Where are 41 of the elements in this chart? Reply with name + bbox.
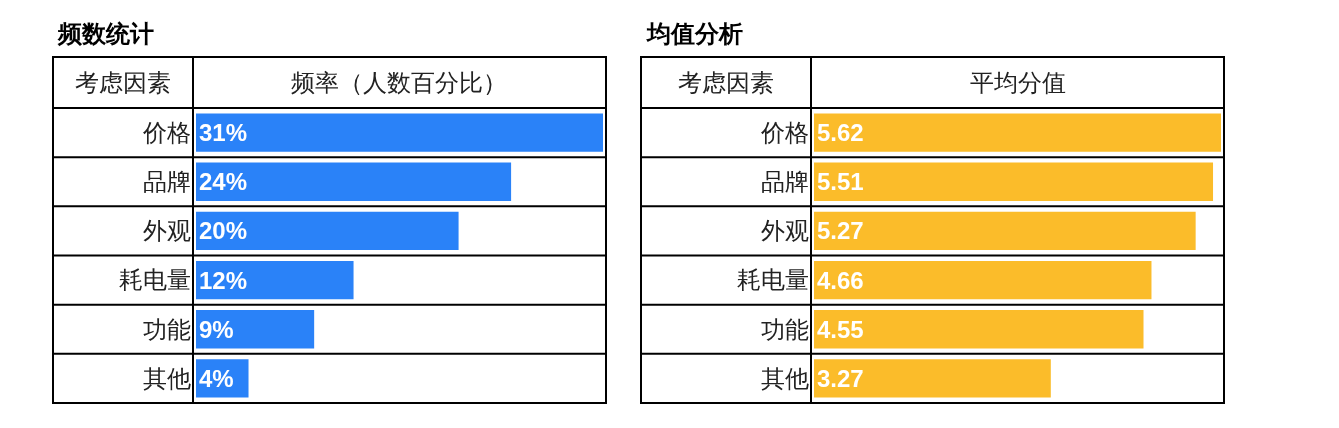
data-label: 9%: [199, 315, 234, 343]
bar: [814, 211, 1196, 251]
y-tick-label: 其他: [761, 364, 809, 392]
data-label: 3.27: [817, 364, 864, 392]
y-tick-label: 外观: [143, 217, 191, 245]
y-tick-label: 耗电量: [119, 266, 191, 294]
bar: [196, 310, 315, 349]
bar: [196, 113, 603, 152]
data-label: 12%: [199, 266, 248, 294]
data-label: 5.27: [817, 217, 864, 245]
y-tick-label: 功能: [761, 315, 809, 343]
data-label: 5.51: [817, 168, 864, 196]
bar: [814, 359, 1051, 398]
y-tick-label: 价格: [760, 118, 809, 146]
y-tick-label: 品牌: [761, 168, 809, 196]
data-label: 24%: [199, 168, 248, 196]
data-label: 4.55: [817, 315, 864, 343]
y-tick-label: 品牌: [143, 168, 191, 196]
bar: [196, 260, 354, 300]
data-label: 20%: [199, 217, 248, 245]
y-tick-label: 其他: [143, 364, 191, 392]
x-axis-title: 频率（人数百分比）: [291, 69, 507, 96]
data-label: 31%: [199, 119, 248, 147]
y-axis-title: 考虑因素: [678, 69, 774, 96]
bar: [814, 310, 1144, 349]
bar: [196, 162, 512, 201]
bar: [814, 113, 1221, 152]
y-tick-label: 价格: [142, 118, 191, 146]
y-tick-label: 外观: [761, 217, 809, 245]
chart-title: 均值分析: [645, 20, 743, 47]
y-tick-label: 功能: [143, 315, 191, 343]
data-label: 4%: [199, 364, 234, 392]
chart-title: 频数统计: [57, 20, 154, 47]
bar: [814, 260, 1152, 300]
y-tick-label: 耗电量: [737, 266, 809, 294]
bar: [196, 211, 459, 251]
x-axis-title: 平均分值: [970, 69, 1066, 96]
y-axis-title: 考虑因素: [75, 69, 171, 96]
data-label: 5.62: [817, 119, 864, 147]
data-label: 4.66: [817, 266, 864, 294]
bar: [814, 162, 1214, 201]
